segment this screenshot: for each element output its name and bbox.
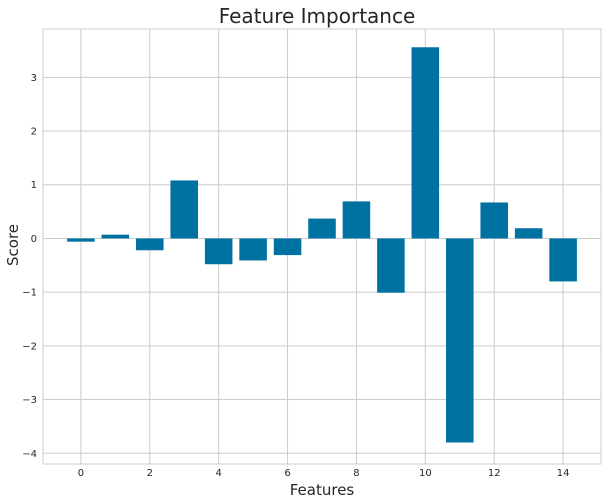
- x-tick-label: 12: [488, 468, 501, 479]
- bar-feature-0: [67, 238, 95, 242]
- x-tick-label: 10: [419, 468, 432, 479]
- x-tick-label: 14: [557, 468, 570, 479]
- x-tick-label: 8: [353, 468, 359, 479]
- bars: [67, 47, 577, 443]
- y-tick-label: −2: [22, 341, 37, 352]
- x-tick-label: 2: [147, 468, 153, 479]
- x-tick-label: 0: [78, 468, 84, 479]
- plot-frame: [42, 28, 602, 465]
- chart-title: Feature Importance: [219, 4, 416, 28]
- y-tick-label: 1: [31, 180, 37, 191]
- bar-feature-6: [273, 238, 302, 256]
- y-axis-label: Score: [4, 224, 22, 266]
- bar-feature-4: [204, 238, 233, 265]
- y-tick-labels: −4 −3 −2 −1 0 1 2 3: [22, 73, 37, 460]
- grid-lines: [43, 29, 601, 464]
- y-tick-label: 0: [31, 234, 37, 245]
- x-axis-label: Features: [290, 481, 355, 499]
- x-tick-labels: 0 2 4 6 8 10 12 14: [78, 468, 570, 479]
- bar-feature-5: [239, 238, 267, 261]
- bar-feature-11: [446, 238, 474, 443]
- bar-feature-1: [101, 234, 130, 239]
- bar-feature-10: [411, 47, 440, 239]
- bar-feature-2: [136, 238, 164, 251]
- bar-feature-14: [549, 238, 577, 282]
- y-tick-label: 2: [31, 127, 37, 138]
- x-tick-label: 4: [215, 468, 221, 479]
- bar-feature-12: [480, 202, 508, 239]
- bar-feature-8: [342, 201, 371, 239]
- x-tick-label: 6: [284, 468, 290, 479]
- bar-feature-3: [170, 180, 198, 239]
- y-tick-label: −4: [22, 449, 37, 460]
- y-tick-label: −3: [22, 395, 37, 406]
- y-tick-label: 3: [31, 73, 37, 84]
- bar-feature-9: [377, 238, 405, 293]
- bar-feature-13: [514, 228, 543, 239]
- bar-feature-7: [308, 218, 336, 239]
- y-tick-label: −1: [22, 288, 37, 299]
